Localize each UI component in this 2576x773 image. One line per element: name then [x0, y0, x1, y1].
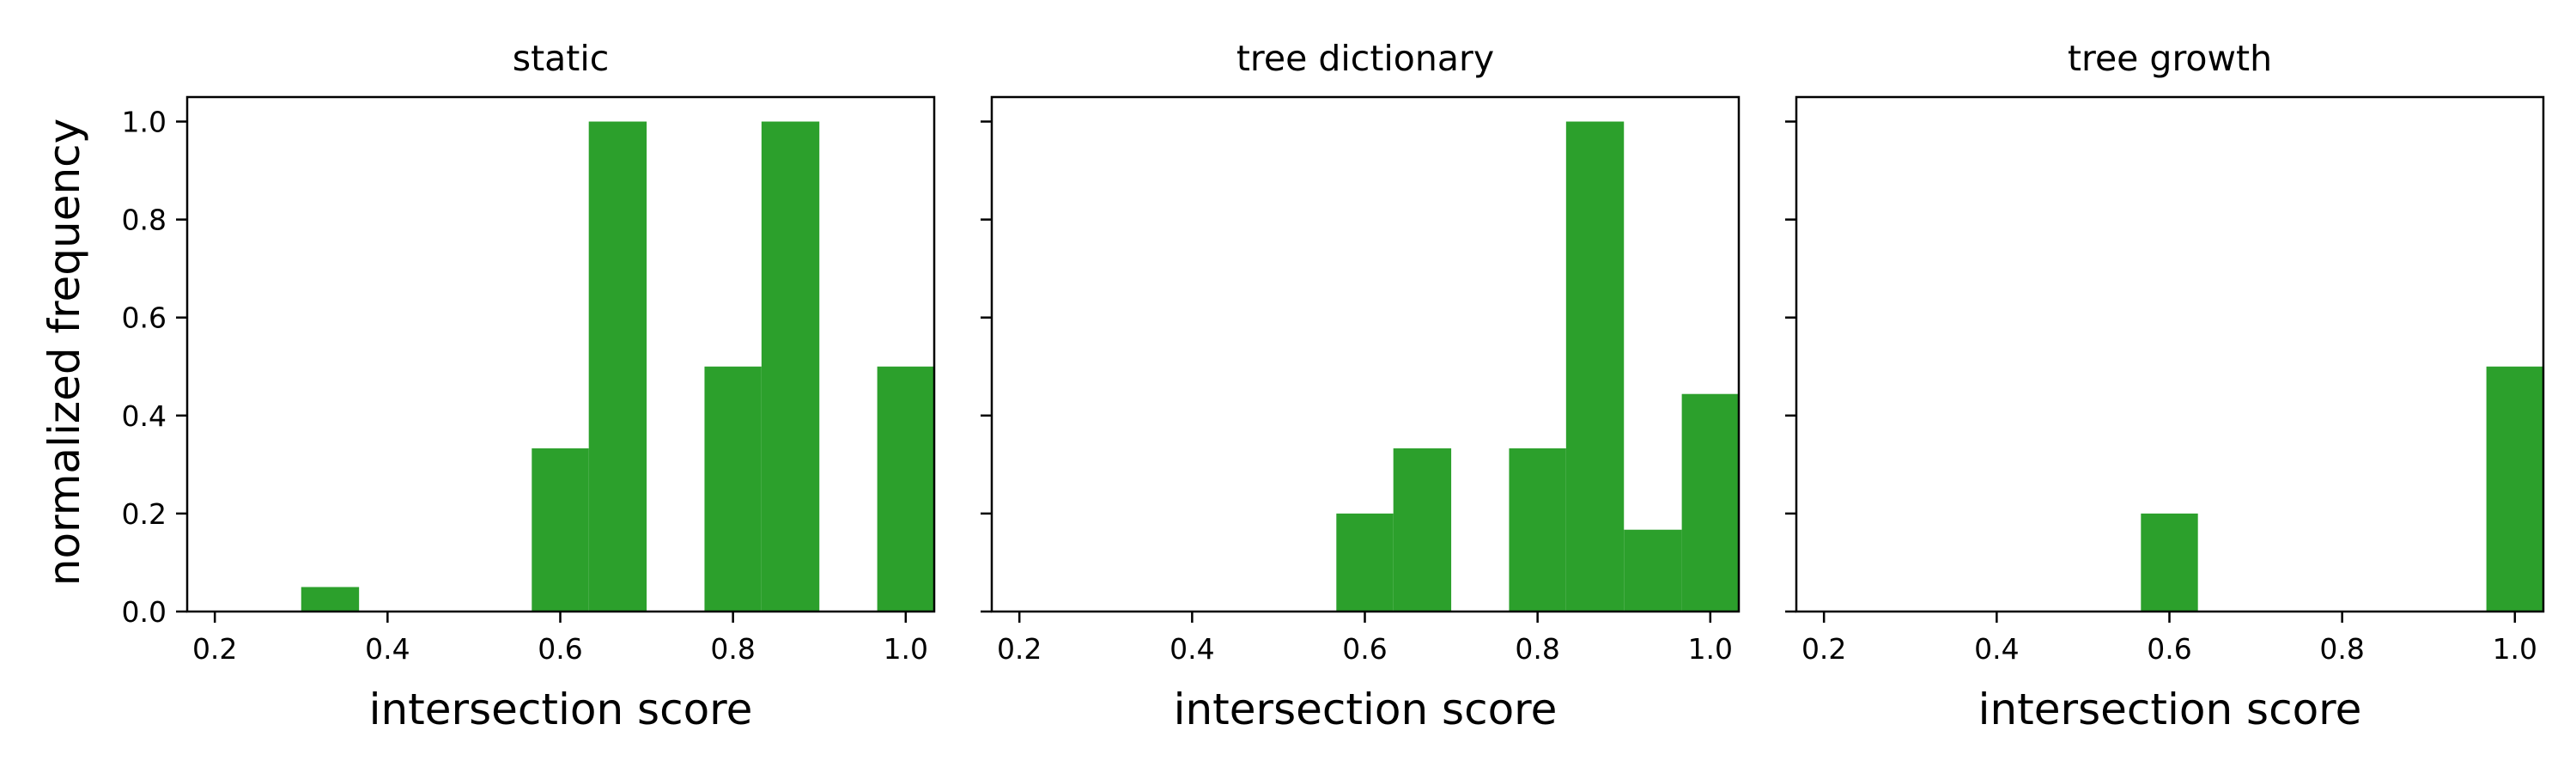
x-tick-label: 0.8 — [710, 632, 755, 666]
x-tick-label: 0.6 — [538, 632, 582, 666]
x-tick-label: 0.2 — [1801, 632, 1846, 666]
x-tick-label: 0.2 — [997, 632, 1042, 666]
y-tick-label: 1.0 — [122, 106, 167, 139]
x-tick-label: 0.4 — [1974, 632, 2019, 666]
histogram-bar — [1624, 529, 1682, 612]
subplot-3: 0.2 0.4 0.6 0.8 1.0 tree growth intersection s… — [1785, 38, 2545, 734]
y-tick-label: 0.8 — [122, 204, 167, 237]
histogram-bar — [1681, 393, 1739, 612]
y-tick-label: 0.2 — [122, 497, 167, 531]
histogram-bar — [301, 587, 360, 612]
x-tick-label: 1.0 — [2493, 632, 2537, 666]
y-tick-label: 0.4 — [122, 399, 167, 433]
histogram-bar — [1336, 513, 1394, 612]
x-tick-label: 0.4 — [1170, 632, 1214, 666]
histogram-bar — [1565, 121, 1625, 612]
x-tick-label: 0.4 — [365, 632, 410, 666]
x-tick-label: 0.6 — [2147, 632, 2191, 666]
subplots: 0.2 0.4 0.6 0.8 1.0 0.0 0.2 0.4 0.6 0.8 1.0 static i… — [122, 38, 2545, 734]
y-tick-label: 0.6 — [122, 301, 167, 335]
x-tick-label: 0.2 — [192, 632, 237, 666]
histogram-bar — [1509, 448, 1566, 612]
x-axis-label: intersection score — [369, 685, 753, 734]
x-axis-label: intersection score — [1174, 685, 1558, 734]
y-axis-label: normalized frequency — [39, 119, 89, 587]
histogram-bar — [2486, 366, 2543, 612]
x-tick-label: 1.0 — [884, 632, 928, 666]
y-tick-label: 0.0 — [122, 595, 167, 629]
histogram-bar — [877, 366, 934, 612]
x-tick-label: 0.6 — [1342, 632, 1387, 666]
x-tick-label: 0.8 — [2319, 632, 2364, 666]
histogram-bar — [761, 121, 820, 612]
subplot-title: tree growth — [2068, 38, 2272, 79]
x-tick-label: 0.8 — [1515, 632, 1559, 666]
histogram-bar — [1393, 448, 1452, 612]
histogram-bar — [704, 366, 762, 612]
x-tick-label: 1.0 — [1688, 632, 1733, 666]
histogram-bar — [2141, 513, 2198, 612]
x-axis-label: intersection score — [1978, 685, 2362, 734]
histogram-bar — [532, 448, 589, 612]
subplot-title: static — [513, 38, 610, 79]
subplot-2: 0.2 0.4 0.6 0.8 1.0 tree dictionary intersecti… — [981, 38, 1741, 734]
subplot-1: 0.2 0.4 0.6 0.8 1.0 0.0 0.2 0.4 0.6 0.8 1.0 static i… — [122, 38, 936, 734]
histogram-bar — [588, 121, 647, 612]
subplot-title: tree dictionary — [1236, 38, 1494, 79]
